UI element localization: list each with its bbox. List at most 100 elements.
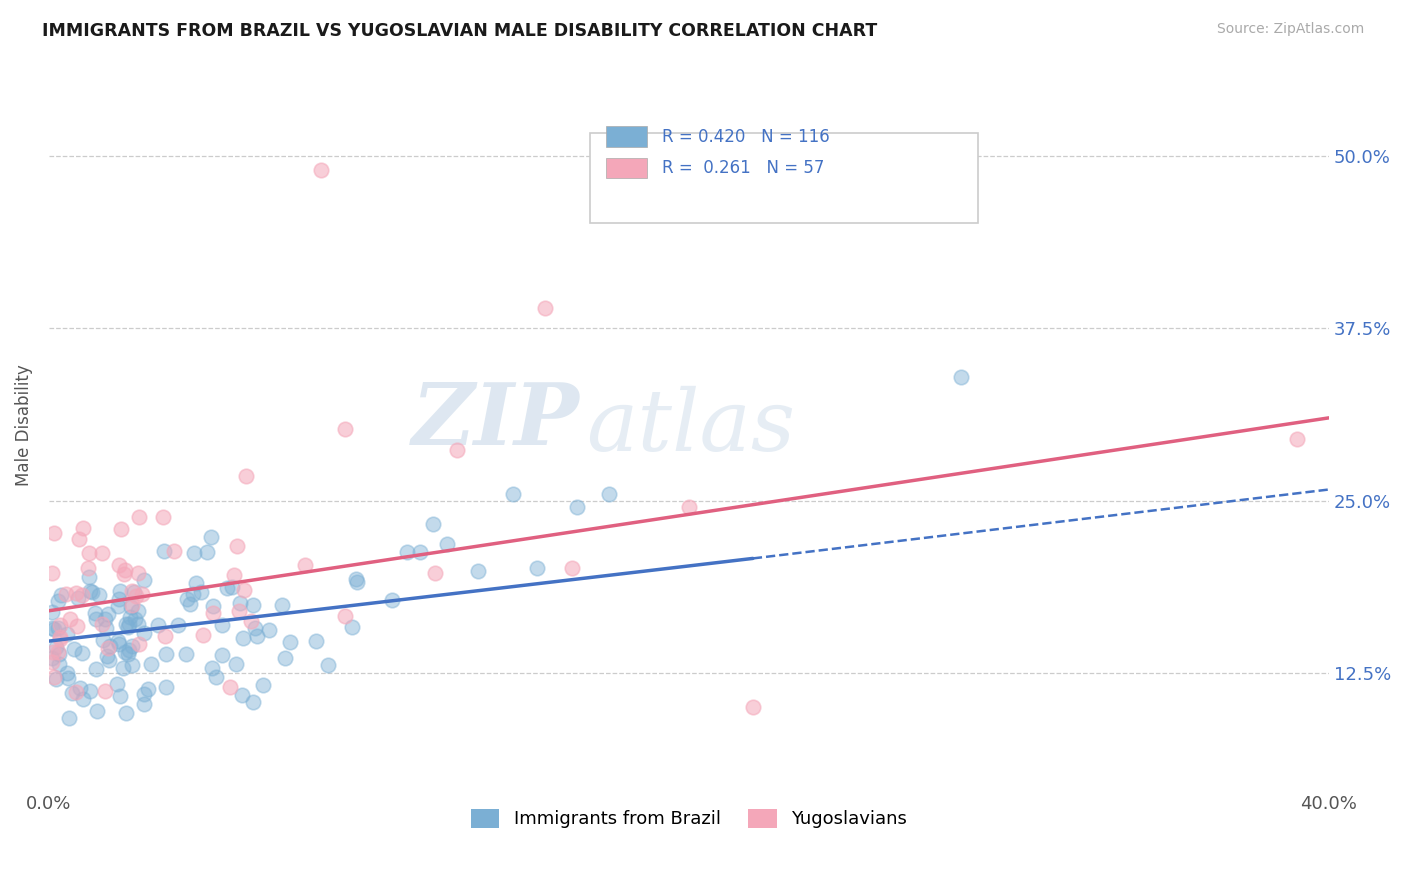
Point [128, 509, 150, 524]
Point [678, 500, 700, 515]
Point [270, 598, 292, 612]
Point [190, 584, 212, 599]
Point [425, 566, 447, 580]
Point [132, 687, 155, 701]
Point [82, 585, 104, 599]
Point [114, 563, 136, 577]
Point [153, 629, 176, 643]
Point [380, 593, 402, 607]
Point [153, 543, 176, 558]
Point [225, 657, 247, 671]
Point [72, 646, 94, 660]
Point [41, 655, 63, 669]
Point [77, 546, 100, 560]
Text: R =  0.261   N = 57: R = 0.261 N = 57 [662, 159, 824, 177]
Point [280, 634, 302, 648]
Point [166, 618, 188, 632]
Point [121, 640, 143, 654]
Text: R = 0.420   N = 116: R = 0.420 N = 116 [662, 128, 830, 145]
Point [94, 621, 117, 635]
Point [105, 677, 128, 691]
Point [526, 560, 548, 574]
Point [195, 544, 218, 558]
Point [124, 612, 146, 626]
Point [108, 690, 131, 704]
Point [181, 587, 204, 601]
Point [48, 657, 70, 671]
Bar [606, 158, 647, 178]
Point [233, 583, 256, 598]
Point [117, 647, 139, 661]
Point [44, 525, 66, 540]
Point [56, 626, 79, 640]
Point [49, 632, 72, 646]
Text: IMMIGRANTS FROM BRAZIL VS YUGOSLAVIAN MALE DISABILITY CORRELATION CHART: IMMIGRANTS FROM BRAZIL VS YUGOSLAVIAN MA… [42, 22, 877, 40]
Point [598, 486, 620, 500]
Point [66, 618, 89, 632]
Point [65, 685, 87, 699]
Point [340, 620, 363, 634]
Point [152, 510, 174, 524]
Point [252, 678, 274, 692]
Point [91, 546, 114, 560]
Point [121, 598, 143, 612]
Point [225, 539, 247, 553]
Point [114, 645, 136, 659]
Point [41, 645, 63, 659]
Point [107, 634, 129, 648]
Point [41, 651, 63, 665]
Point [949, 369, 972, 384]
Point [45, 672, 67, 686]
Point [229, 596, 252, 610]
Point [128, 637, 150, 651]
Point [127, 617, 149, 632]
Point [183, 546, 205, 560]
Point [58, 611, 80, 625]
Point [211, 617, 233, 632]
Point [222, 567, 245, 582]
Point [41, 621, 63, 635]
Point [127, 566, 149, 580]
Point [202, 599, 225, 614]
Point [409, 544, 432, 558]
Point [1285, 432, 1308, 446]
Point [63, 642, 86, 657]
Point [97, 607, 120, 621]
Point [218, 680, 240, 694]
Point [273, 650, 295, 665]
Point [396, 545, 419, 559]
Point [242, 695, 264, 709]
Point [46, 621, 69, 635]
Point [215, 581, 238, 595]
Point [202, 606, 225, 620]
Point [163, 543, 186, 558]
Point [121, 583, 143, 598]
Point [118, 609, 141, 624]
Point [72, 692, 94, 706]
Point [67, 591, 90, 605]
Point [121, 657, 143, 672]
Text: Source: ZipAtlas.com: Source: ZipAtlas.com [1216, 22, 1364, 37]
Text: ZIP: ZIP [412, 379, 581, 463]
Point [56, 671, 79, 685]
Point [110, 583, 132, 598]
Point [179, 597, 201, 611]
Point [93, 612, 115, 626]
Point [76, 560, 98, 574]
Point [117, 616, 139, 631]
Point [318, 657, 340, 672]
Point [115, 617, 138, 632]
Point [91, 633, 114, 648]
Point [41, 566, 63, 581]
Point [200, 530, 222, 544]
Point [108, 637, 131, 651]
Y-axis label: Male Disability: Male Disability [15, 364, 32, 485]
Point [467, 564, 489, 578]
Point [108, 558, 131, 572]
Point [86, 704, 108, 718]
Point [77, 570, 100, 584]
Point [176, 591, 198, 606]
Point [333, 422, 356, 436]
Point [191, 627, 214, 641]
Point [155, 680, 177, 694]
